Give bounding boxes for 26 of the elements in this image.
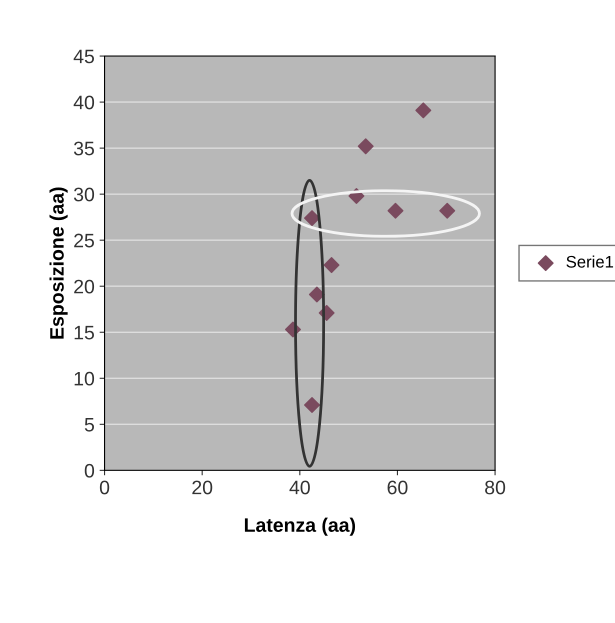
y-tick-label: 45 (74, 50, 94, 64)
y-tick-label: 35 (74, 142, 94, 156)
point (358, 138, 374, 154)
x-tick-label: 0 (100, 480, 110, 494)
x-axis-title: Latenza (aa) (244, 518, 356, 536)
y-tick-label: 40 (74, 96, 94, 110)
y-tick-label: 30 (74, 188, 94, 202)
point (304, 397, 320, 413)
point (324, 257, 340, 274)
point (308, 286, 325, 302)
point (304, 210, 320, 226)
y-tick-label: 25 (74, 234, 94, 248)
y-tick-label: 10 (74, 372, 94, 386)
x-tick-label: 20 (192, 480, 212, 494)
y-tick-label: 0 (84, 464, 94, 478)
point (388, 202, 404, 219)
y-tick-label: 15 (74, 326, 94, 340)
point (415, 102, 432, 118)
x-tick-label: 80 (485, 480, 506, 494)
x-tick-label: 60 (388, 480, 408, 494)
y-axis-title: Esposizione (aa) (50, 187, 68, 339)
legend-label: Serie1 (566, 255, 614, 268)
point (439, 202, 456, 219)
x-tick-label: 40 (289, 480, 310, 494)
y-tick-label: 5 (84, 418, 94, 432)
y-tick-label: 20 (74, 280, 94, 294)
